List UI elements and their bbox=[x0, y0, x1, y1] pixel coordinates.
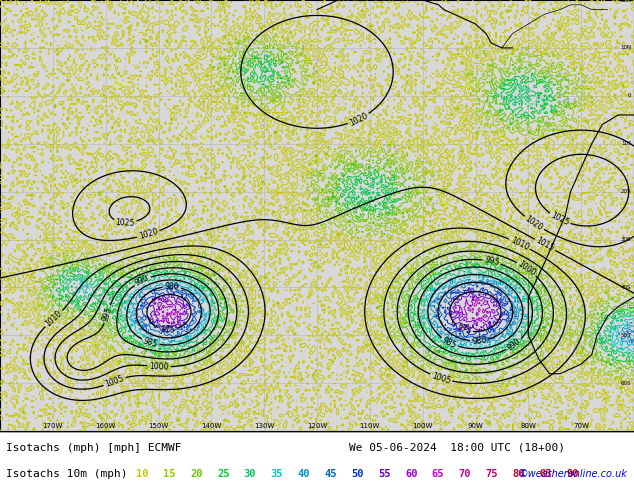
Text: 140W: 140W bbox=[201, 423, 221, 429]
Text: 65: 65 bbox=[432, 468, 444, 479]
Text: 70W: 70W bbox=[573, 423, 589, 429]
Text: 110W: 110W bbox=[359, 423, 380, 429]
Text: Isotachs (mph) [mph] ECMWF: Isotachs (mph) [mph] ECMWF bbox=[6, 443, 182, 453]
Text: 25: 25 bbox=[217, 468, 230, 479]
Text: 985: 985 bbox=[142, 336, 158, 349]
Text: 990: 990 bbox=[134, 273, 151, 288]
Text: 160W: 160W bbox=[96, 423, 116, 429]
Text: 120W: 120W bbox=[307, 423, 327, 429]
Text: 1025: 1025 bbox=[549, 211, 571, 228]
Text: 20: 20 bbox=[190, 468, 203, 479]
Text: 50S: 50S bbox=[621, 333, 631, 338]
Text: 1000: 1000 bbox=[149, 362, 169, 371]
Text: 975: 975 bbox=[455, 322, 472, 336]
Text: 1010: 1010 bbox=[44, 309, 64, 328]
Text: 90: 90 bbox=[566, 468, 579, 479]
Text: 60: 60 bbox=[405, 468, 417, 479]
Text: 10S: 10S bbox=[621, 141, 631, 146]
Text: 990: 990 bbox=[506, 337, 523, 352]
Text: 170W: 170W bbox=[42, 423, 63, 429]
Text: 50: 50 bbox=[351, 468, 364, 479]
Text: 75: 75 bbox=[486, 468, 498, 479]
Text: 130W: 130W bbox=[254, 423, 275, 429]
Text: 45: 45 bbox=[325, 468, 337, 479]
Text: 90W: 90W bbox=[467, 423, 484, 429]
Text: 150W: 150W bbox=[148, 423, 169, 429]
Text: 1005: 1005 bbox=[104, 374, 125, 389]
Text: 80W: 80W bbox=[521, 423, 536, 429]
Text: ©weatheronline.co.uk: ©weatheronline.co.uk bbox=[519, 468, 628, 479]
Text: 35: 35 bbox=[271, 468, 283, 479]
Text: 10: 10 bbox=[136, 468, 149, 479]
Text: 60S: 60S bbox=[621, 381, 631, 386]
Text: 995: 995 bbox=[101, 306, 114, 322]
Text: 20S: 20S bbox=[621, 189, 631, 194]
Text: 40S: 40S bbox=[621, 285, 631, 290]
Text: 975: 975 bbox=[160, 325, 175, 334]
Text: 85: 85 bbox=[539, 468, 552, 479]
Text: 1000: 1000 bbox=[516, 259, 537, 278]
Text: 40: 40 bbox=[297, 468, 310, 479]
Text: 55: 55 bbox=[378, 468, 391, 479]
Text: 1015: 1015 bbox=[534, 236, 555, 253]
Text: 0: 0 bbox=[628, 93, 631, 98]
Text: 980: 980 bbox=[472, 336, 487, 346]
Text: 30: 30 bbox=[244, 468, 256, 479]
Text: 1020: 1020 bbox=[138, 227, 159, 241]
Text: 100W: 100W bbox=[413, 423, 433, 429]
Text: 980: 980 bbox=[164, 282, 179, 292]
Text: 1020: 1020 bbox=[348, 111, 369, 127]
Text: 1010: 1010 bbox=[509, 236, 530, 252]
Text: 1020: 1020 bbox=[524, 214, 545, 232]
Text: 1025: 1025 bbox=[115, 218, 135, 227]
Text: 80: 80 bbox=[512, 468, 525, 479]
Text: Isotachs 10m (mph): Isotachs 10m (mph) bbox=[6, 468, 128, 479]
Text: 15: 15 bbox=[163, 468, 176, 479]
Text: 1005: 1005 bbox=[430, 371, 451, 385]
Text: 985: 985 bbox=[441, 335, 458, 350]
Text: 10N: 10N bbox=[620, 46, 631, 50]
Text: 30S: 30S bbox=[621, 237, 631, 242]
Text: 70: 70 bbox=[458, 468, 471, 479]
Text: We 05-06-2024  18:00 UTC (18+00): We 05-06-2024 18:00 UTC (18+00) bbox=[349, 443, 565, 453]
Text: 995: 995 bbox=[484, 256, 500, 268]
Text: 20N: 20N bbox=[620, 0, 631, 2]
